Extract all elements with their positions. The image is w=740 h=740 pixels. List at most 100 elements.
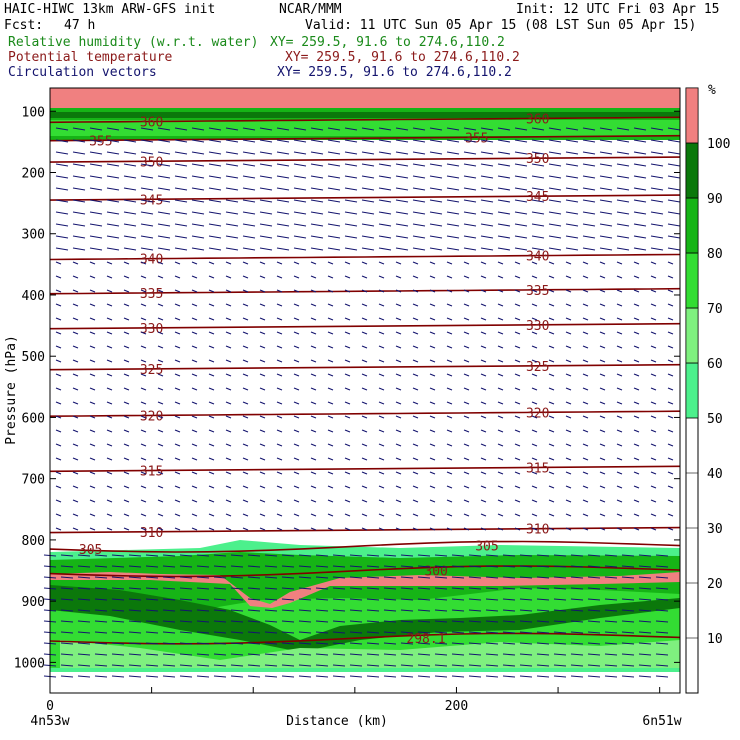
circulation-vector <box>570 653 584 656</box>
circulation-vector <box>77 554 91 557</box>
circulation-vector <box>310 485 317 489</box>
circulation-vector <box>463 187 477 191</box>
circulation-vector <box>327 527 334 531</box>
circulation-vector <box>553 664 567 667</box>
circulation-vector <box>259 175 273 179</box>
circulation-vector <box>310 415 317 419</box>
circulation-vector <box>310 139 324 143</box>
circulation-vector <box>298 675 312 678</box>
circulation-vector <box>106 457 113 461</box>
circulation-vector <box>327 485 334 489</box>
circulation-vector <box>582 139 596 143</box>
circulation-vector <box>162 565 176 568</box>
circulation-vector <box>247 620 261 623</box>
circulation-vector <box>196 609 210 612</box>
rh-region-8 <box>50 585 680 652</box>
circulation-vector <box>480 247 494 251</box>
circulation-vector <box>514 199 528 203</box>
circulation-vector <box>650 139 664 143</box>
circulation-vector <box>497 429 504 433</box>
circulation-vector <box>77 642 91 645</box>
circulation-vector <box>349 642 363 645</box>
circulation-vector <box>327 175 341 179</box>
circulation-vector <box>480 513 487 517</box>
field-vector-name: Circulation vectors <box>8 65 157 80</box>
circulation-vector <box>213 576 227 579</box>
circulation-vector <box>174 187 188 191</box>
circulation-vector <box>429 401 436 405</box>
y-tick-label-600: 600 <box>22 411 45 426</box>
circulation-vector <box>633 303 640 307</box>
circulation-vector <box>383 554 397 557</box>
circulation-vector <box>242 401 249 405</box>
circulation-vector <box>327 513 334 517</box>
circulation-vector <box>55 429 62 433</box>
circulation-vector <box>434 576 448 579</box>
circulation-vector <box>213 675 227 678</box>
circulation-vector <box>310 401 317 405</box>
circulation-vector <box>332 653 346 656</box>
circulation-vector <box>633 527 640 531</box>
circulation-vector <box>179 587 193 590</box>
circulation-vector <box>582 317 589 321</box>
circulation-vector <box>259 373 266 377</box>
circulation-vector <box>378 289 385 293</box>
circulation-vector <box>72 359 79 363</box>
circulation-vector <box>412 187 426 191</box>
circulation-vector <box>429 303 436 307</box>
circulation-vector <box>536 576 550 579</box>
circulation-vector <box>366 554 380 557</box>
y-tick-label-300: 300 <box>22 228 45 243</box>
circulation-vector <box>383 664 397 667</box>
circulation-vector <box>247 565 261 568</box>
circulation-vector <box>650 235 664 239</box>
circulation-vector <box>383 653 397 656</box>
circulation-vector <box>531 359 538 363</box>
circulation-vector <box>366 598 380 601</box>
circulation-vector <box>463 199 477 203</box>
circulation-vector <box>531 331 538 335</box>
circulation-vector <box>395 211 409 215</box>
circulation-vector <box>650 317 657 321</box>
circulation-vector <box>106 401 113 405</box>
circulation-vector <box>514 513 521 517</box>
circulation-vector <box>451 598 465 601</box>
circulation-vector <box>225 261 232 265</box>
circulation-vector <box>429 289 436 293</box>
circulation-vector <box>463 247 477 251</box>
circulation-vector <box>565 471 572 475</box>
y-tick-label-400: 400 <box>22 289 45 304</box>
circulation-vector <box>570 642 584 645</box>
circulation-vector <box>174 317 181 321</box>
circulation-vector <box>106 415 113 419</box>
circulation-vector <box>468 554 482 557</box>
circulation-vector <box>582 261 589 265</box>
circulation-vector <box>497 443 504 447</box>
circulation-vector <box>242 443 249 447</box>
circulation-vector <box>570 576 584 579</box>
chart-title: HAIC-HIWC 13km ARW-GFS init <box>4 2 216 17</box>
theta-label-335-2: 335 <box>526 284 549 299</box>
circulation-vector <box>225 513 232 517</box>
circulation-vector <box>412 317 419 321</box>
circulation-vector <box>259 499 266 503</box>
circulation-vector <box>553 620 567 623</box>
circulation-vector <box>162 609 176 612</box>
circulation-vector <box>633 199 647 203</box>
circulation-vector <box>497 275 504 279</box>
circulation-vector <box>531 415 538 419</box>
circulation-vector <box>162 653 176 656</box>
circulation-vector <box>667 373 674 377</box>
theta-contour-320 <box>49 410 681 417</box>
theta-label-350-2: 350 <box>526 152 549 167</box>
circulation-vector <box>565 387 572 391</box>
circulation-vector <box>191 187 205 191</box>
circulation-vector <box>383 576 397 579</box>
circulation-vector <box>446 499 453 503</box>
circulation-vector <box>417 565 431 568</box>
circulation-vector <box>128 598 142 601</box>
circulation-vector <box>191 275 198 279</box>
circulation-vector <box>157 211 171 215</box>
circulation-vector <box>55 223 69 227</box>
circulation-vector <box>344 151 358 155</box>
